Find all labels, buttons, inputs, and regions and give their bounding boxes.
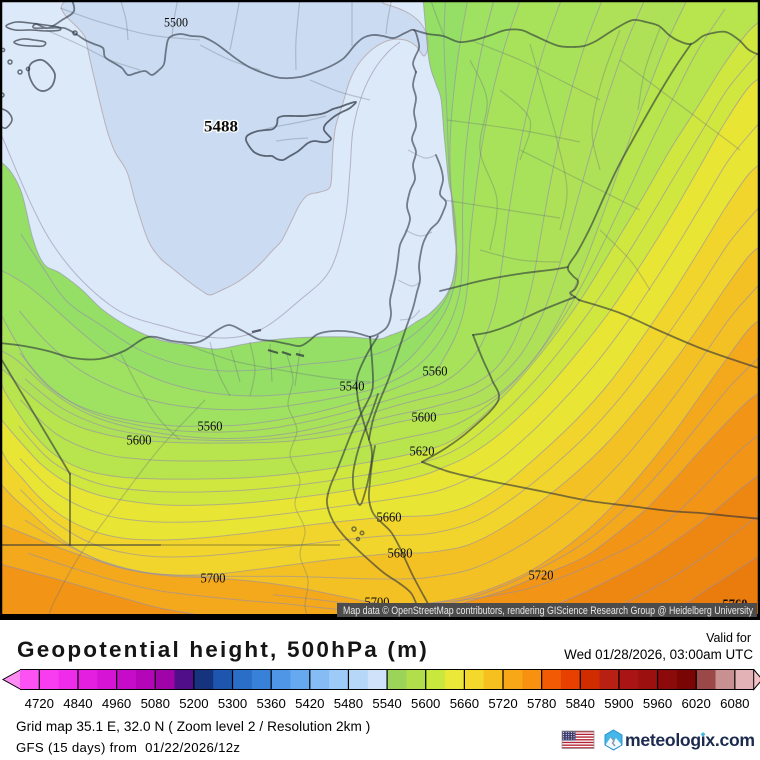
svg-text:5080: 5080 [141, 696, 170, 711]
svg-text:5420: 5420 [295, 696, 324, 711]
svg-text:5540: 5540 [372, 696, 401, 711]
svg-text:4720: 4720 [25, 696, 54, 711]
svg-text:5900: 5900 [604, 696, 633, 711]
svg-text:5540: 5540 [340, 380, 365, 395]
svg-text:5680: 5680 [388, 547, 413, 562]
svg-text:5960: 5960 [643, 696, 672, 711]
svg-text:Map data © OpenStreetMap contr: Map data © OpenStreetMap contributors, r… [343, 605, 754, 617]
svg-text:5780: 5780 [527, 696, 556, 711]
svg-text:5480: 5480 [334, 696, 363, 711]
svg-text:6080: 6080 [720, 696, 749, 711]
svg-text:5600: 5600 [411, 696, 440, 711]
svg-text:5500: 5500 [164, 15, 188, 30]
svg-text:meteologix.com: meteologix.com [625, 730, 755, 750]
svg-text:5200: 5200 [179, 696, 208, 711]
svg-text:5660: 5660 [377, 511, 402, 526]
svg-text:5620: 5620 [410, 445, 435, 460]
svg-text:5360: 5360 [256, 696, 285, 711]
svg-text:5488: 5488 [204, 119, 238, 136]
svg-text:5840: 5840 [566, 696, 595, 711]
svg-text:6020: 6020 [682, 696, 711, 711]
svg-text:5720: 5720 [529, 569, 554, 584]
svg-text:5600: 5600 [412, 411, 437, 426]
svg-text:4960: 4960 [102, 696, 131, 711]
svg-text:5560: 5560 [423, 365, 448, 380]
svg-text:5600: 5600 [127, 434, 152, 449]
svg-text:4840: 4840 [63, 696, 92, 711]
svg-text:5660: 5660 [450, 696, 479, 711]
svg-text:5700: 5700 [201, 572, 226, 587]
svg-text:5300: 5300 [218, 696, 247, 711]
svg-text:5560: 5560 [198, 420, 223, 435]
svg-text:5720: 5720 [488, 696, 517, 711]
